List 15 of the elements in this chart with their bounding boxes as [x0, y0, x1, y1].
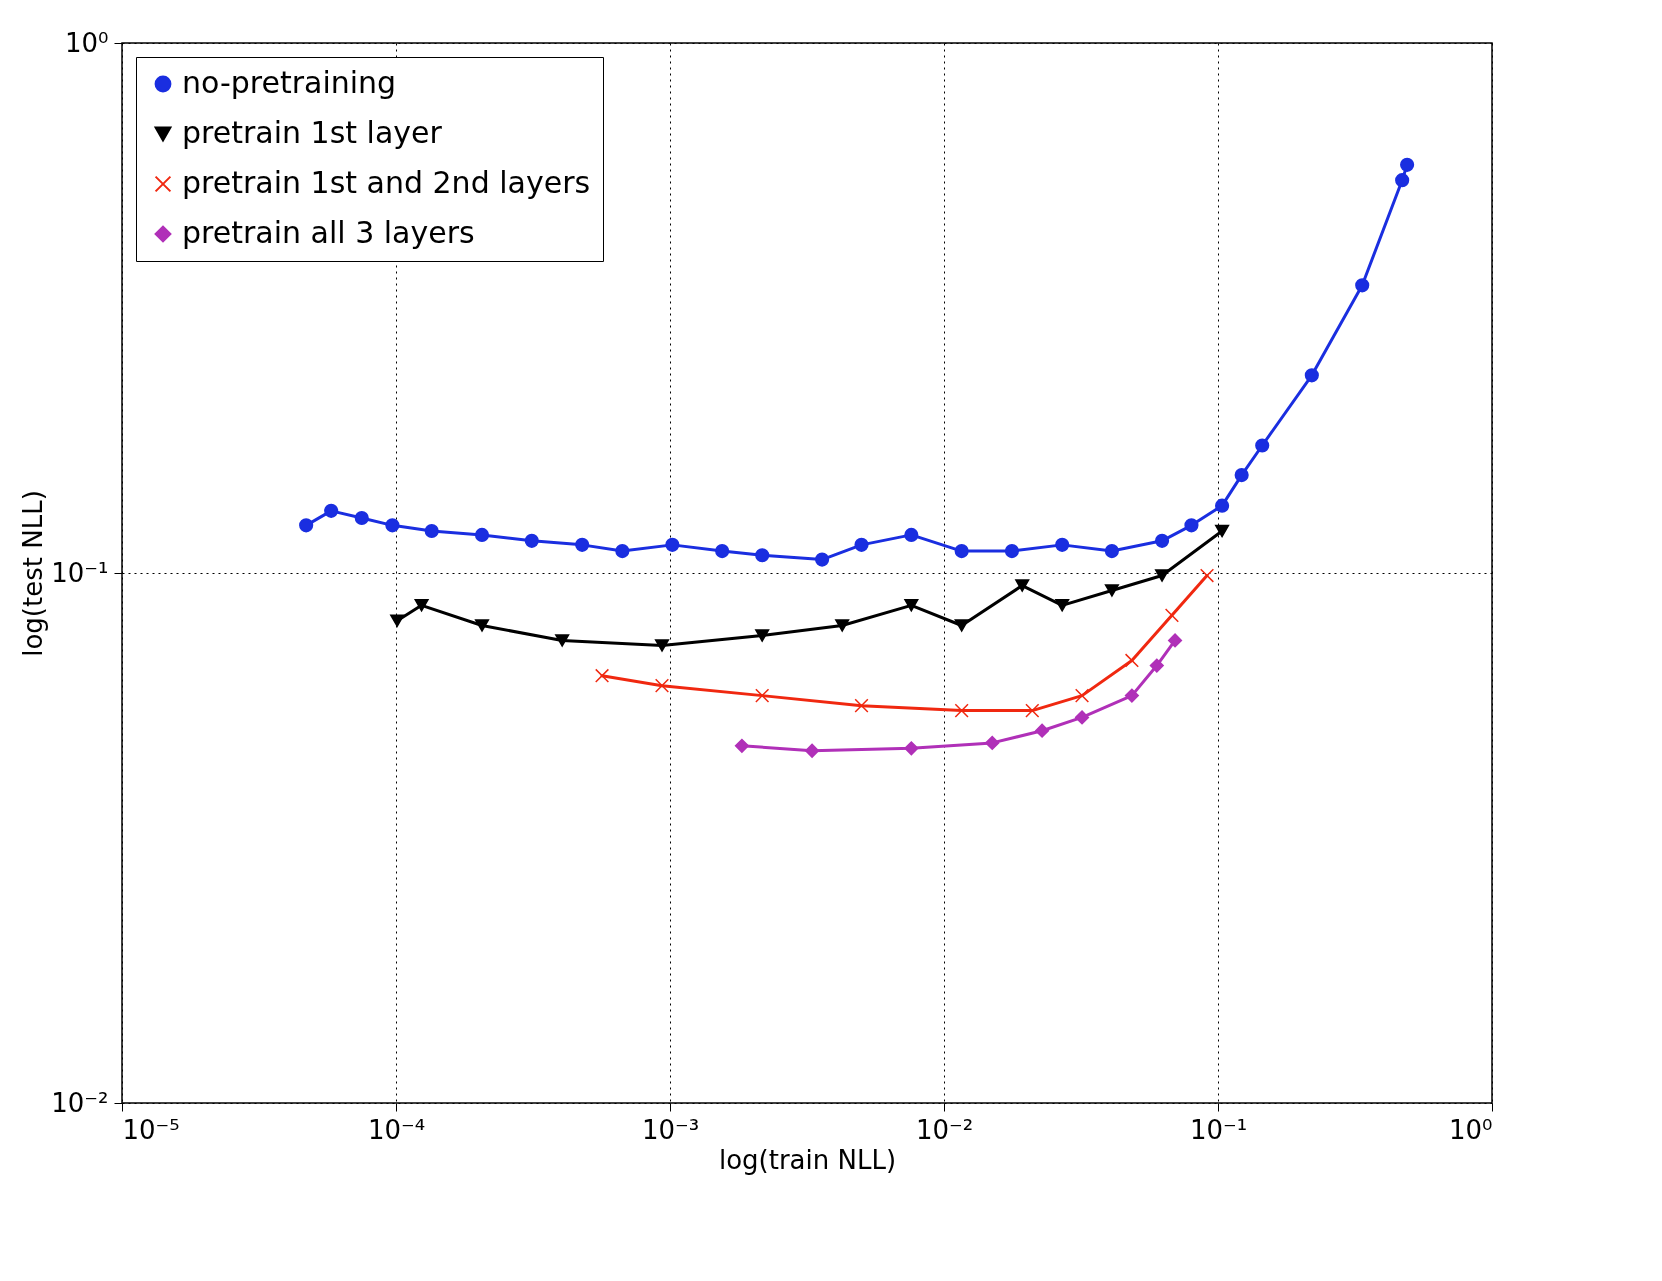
legend-label: pretrain all 3 layers	[182, 215, 475, 250]
y-axis-title: log(test NLL)	[18, 490, 49, 657]
x-tick-label: 10⁻²	[915, 1114, 974, 1145]
x-tick-label: 10⁻³	[641, 1114, 700, 1145]
x-tick-label: 10⁰	[1448, 1114, 1493, 1145]
legend-label: pretrain 1st and 2nd layers	[182, 165, 591, 200]
x-tick-label: 10⁻¹	[1189, 1114, 1248, 1145]
x-axis-title: log(train NLL)	[718, 1144, 897, 1175]
y-tick-label: 10⁰	[64, 27, 109, 58]
legend-label: no-pretraining	[182, 65, 397, 100]
y-tick-label: 10⁻²	[51, 1087, 109, 1118]
x-tick-label: 10⁻⁵	[122, 1114, 180, 1145]
x-tick-label: 10⁻⁴	[367, 1114, 426, 1145]
y-tick-label: 10⁻¹	[51, 557, 109, 588]
legend-label: pretrain 1st layer	[182, 115, 443, 150]
